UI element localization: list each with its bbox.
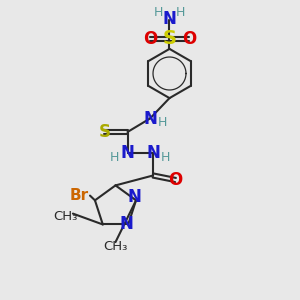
Text: N: N xyxy=(121,144,134,162)
Text: H: H xyxy=(153,5,163,19)
Text: N: N xyxy=(146,144,160,162)
Text: N: N xyxy=(163,11,176,28)
Text: H: H xyxy=(161,151,171,164)
Text: S: S xyxy=(98,123,110,141)
Text: H: H xyxy=(110,151,120,164)
Text: N: N xyxy=(120,215,134,233)
Text: O: O xyxy=(182,30,196,48)
Text: O: O xyxy=(168,171,183,189)
Text: CH₃: CH₃ xyxy=(103,240,128,253)
Text: S: S xyxy=(163,29,176,49)
Text: N: N xyxy=(128,188,142,206)
Text: Br: Br xyxy=(70,188,89,203)
Text: N: N xyxy=(143,110,157,128)
Text: O: O xyxy=(143,30,157,48)
Text: H: H xyxy=(158,116,167,129)
Text: H: H xyxy=(176,5,186,19)
Text: CH₃: CH₃ xyxy=(53,210,78,223)
